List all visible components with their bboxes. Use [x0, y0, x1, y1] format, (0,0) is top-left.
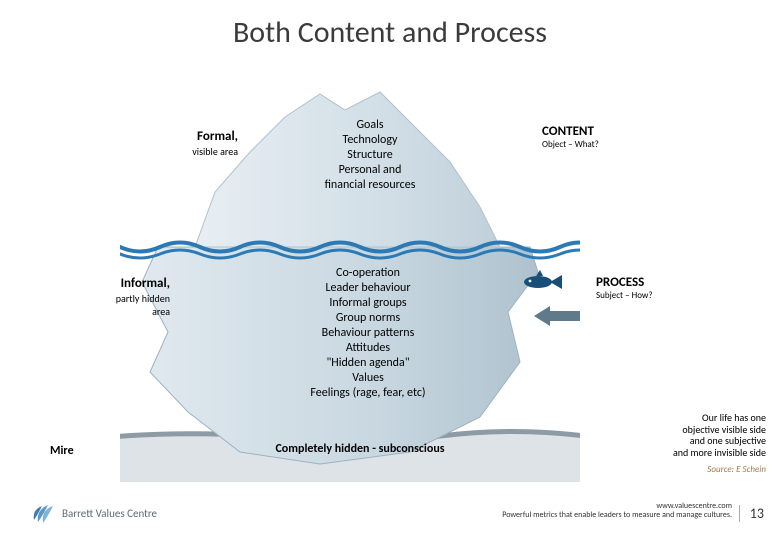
- logo-icon: [30, 500, 56, 526]
- informal-heading: Informal,: [121, 276, 170, 291]
- upper-items: GoalsTechnologyStructurePersonal andfina…: [260, 118, 480, 193]
- mire-label: Mire: [50, 444, 74, 458]
- content-sub: Object – What?: [542, 139, 599, 150]
- process-sub: Subject – How?: [596, 290, 653, 301]
- informal-sub2: area: [90, 305, 170, 318]
- list-item: financial resources: [260, 178, 480, 193]
- ourlife-line: Our life has one: [673, 412, 766, 424]
- logo-text: Barrett Values Centre: [62, 507, 157, 520]
- list-item: Behaviour patterns: [248, 326, 488, 341]
- content-label: CONTENT Object – What?: [542, 124, 599, 150]
- slide-title: Both Content and Process: [0, 0, 780, 51]
- list-item: Structure: [260, 148, 480, 163]
- formal-label: Formal, visible area: [158, 126, 238, 158]
- formal-sub: visible area: [158, 145, 238, 158]
- lower-items: Co-operationLeader behaviourInformal gro…: [248, 266, 488, 401]
- list-item: "Hidden agenda": [248, 356, 488, 371]
- footer-tagline: Powerful metrics that enable leaders to …: [502, 511, 732, 520]
- ourlife-line: and more invisible side: [673, 447, 766, 459]
- informal-sub1: partly hidden: [90, 292, 170, 305]
- list-item: Informal groups: [248, 296, 488, 311]
- footer-text: www.valuescentre.com Powerful metrics th…: [502, 502, 732, 520]
- ourlife-text: Our life has one objective visible side …: [673, 412, 766, 458]
- informal-label: Informal, partly hidden area: [90, 273, 170, 318]
- list-item: Technology: [260, 133, 480, 148]
- list-item: Feelings (rage, fear, etc): [248, 386, 488, 401]
- source-text: Source: E Schein: [707, 464, 766, 475]
- list-item: Leader behaviour: [248, 281, 488, 296]
- content-heading: CONTENT: [542, 124, 599, 139]
- list-item: Values: [248, 371, 488, 386]
- page-number: 13: [739, 505, 764, 522]
- list-item: Goals: [260, 118, 480, 133]
- formal-heading: Formal,: [197, 129, 238, 144]
- list-item: Attitudes: [248, 341, 488, 356]
- ourlife-line: and one subjective: [673, 435, 766, 447]
- list-item: Co-operation: [248, 266, 488, 281]
- process-label: PROCESS Subject – How?: [596, 275, 653, 301]
- list-item: Group norms: [248, 311, 488, 326]
- process-heading: PROCESS: [596, 275, 653, 290]
- logo: Barrett Values Centre: [30, 500, 157, 526]
- hidden-line: Completely hidden - subconscious: [190, 442, 530, 456]
- list-item: Personal and: [260, 163, 480, 178]
- iceberg-diagram: Formal, visible area Informal, partly hi…: [0, 82, 780, 482]
